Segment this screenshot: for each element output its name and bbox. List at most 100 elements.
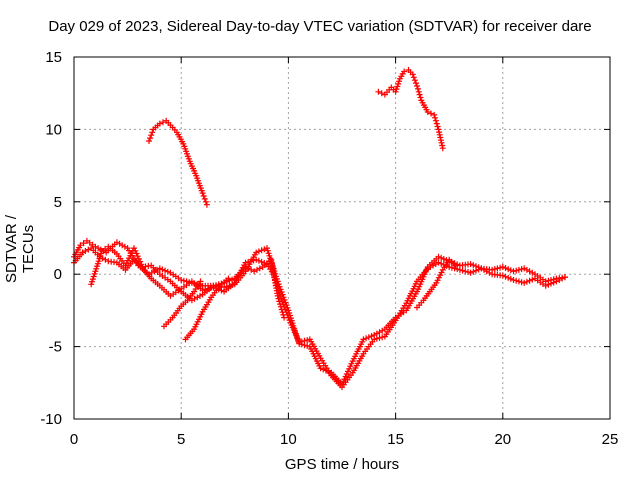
data-point bbox=[138, 261, 145, 268]
data-point bbox=[320, 366, 327, 373]
x-tick-label: 10 bbox=[280, 431, 297, 448]
x-tick-label: 20 bbox=[494, 431, 511, 448]
data-point bbox=[261, 246, 268, 253]
data-point bbox=[202, 198, 209, 205]
data-point bbox=[146, 138, 152, 144]
data-point bbox=[133, 250, 140, 257]
data-point bbox=[494, 265, 501, 272]
data-point bbox=[102, 245, 109, 252]
data-point bbox=[392, 88, 399, 95]
data-point bbox=[378, 90, 385, 97]
data-point bbox=[277, 303, 284, 310]
data-point bbox=[415, 88, 422, 95]
data-point bbox=[470, 268, 477, 275]
data-point bbox=[137, 258, 144, 265]
data-point bbox=[245, 258, 252, 265]
data-point bbox=[411, 77, 418, 84]
y-tick-label: 15 bbox=[45, 49, 62, 66]
series-track-6 bbox=[146, 117, 210, 208]
data-point bbox=[507, 275, 514, 282]
data-point bbox=[467, 261, 474, 268]
data-point bbox=[529, 276, 536, 283]
data-point bbox=[279, 309, 286, 316]
data-point bbox=[475, 266, 482, 273]
series-track-3 bbox=[88, 243, 288, 321]
data-point bbox=[440, 256, 447, 262]
data-point bbox=[513, 277, 520, 284]
data-point bbox=[255, 248, 262, 255]
data-point bbox=[376, 334, 383, 341]
data-point bbox=[253, 249, 260, 256]
data-point bbox=[424, 109, 431, 115]
plot-frame bbox=[73, 56, 611, 420]
data-point bbox=[507, 267, 514, 274]
data-point bbox=[156, 120, 163, 127]
data-point bbox=[473, 267, 479, 274]
data-point bbox=[428, 110, 434, 117]
data-point bbox=[542, 282, 549, 289]
data-point bbox=[148, 132, 155, 139]
data-point bbox=[502, 265, 509, 271]
data-point bbox=[199, 190, 206, 197]
data-point bbox=[159, 266, 166, 273]
series-track-5 bbox=[182, 275, 232, 343]
data-point bbox=[435, 259, 442, 266]
series-track-7 bbox=[375, 67, 446, 152]
data-point bbox=[296, 339, 303, 346]
chart-title: Day 029 of 2023, Sidereal Day-to-day VTE… bbox=[48, 18, 592, 35]
y-tick-label: 10 bbox=[45, 121, 62, 138]
data-point bbox=[360, 336, 367, 343]
data-point bbox=[164, 268, 171, 275]
data-point bbox=[417, 94, 424, 101]
data-point bbox=[258, 247, 265, 254]
data-point bbox=[414, 83, 420, 89]
x-tick-label: 25 bbox=[602, 431, 619, 448]
y-tick-label: -5 bbox=[49, 339, 62, 356]
x-tick-label: 5 bbox=[177, 431, 185, 448]
data-point bbox=[363, 335, 370, 342]
data-point bbox=[147, 135, 154, 142]
data-point bbox=[454, 266, 461, 273]
data-point bbox=[462, 268, 469, 275]
y-tick-label: -10 bbox=[40, 411, 62, 428]
data-point bbox=[131, 245, 137, 252]
data-point bbox=[229, 276, 236, 283]
data-point bbox=[368, 333, 375, 340]
x-tick-label: 15 bbox=[387, 431, 404, 448]
data-point bbox=[515, 266, 522, 273]
data-point bbox=[278, 306, 285, 313]
data-point bbox=[510, 277, 517, 283]
data-point bbox=[497, 264, 504, 271]
data-point bbox=[162, 267, 169, 274]
data-point bbox=[456, 266, 463, 273]
tick-layer: 0 5 10 15 20 25 15 10 5 0 -5 -10 bbox=[40, 49, 618, 448]
data-point bbox=[178, 277, 185, 283]
data-point bbox=[180, 277, 187, 284]
data-point bbox=[255, 257, 262, 264]
data-point bbox=[499, 272, 506, 279]
data-point bbox=[510, 268, 517, 275]
data-point bbox=[274, 292, 281, 299]
data-point bbox=[401, 68, 408, 75]
series-track-4 bbox=[161, 278, 204, 330]
data-point bbox=[225, 275, 232, 282]
data-point bbox=[197, 278, 204, 285]
data-point bbox=[467, 269, 474, 276]
data-point bbox=[203, 201, 210, 208]
data-point bbox=[375, 88, 382, 95]
data-point bbox=[526, 277, 533, 284]
data-point bbox=[459, 267, 466, 274]
data-point bbox=[77, 242, 84, 249]
data-point bbox=[276, 298, 283, 305]
data-point bbox=[499, 264, 506, 270]
data-point bbox=[281, 314, 288, 321]
x-tick-label: 0 bbox=[70, 431, 78, 448]
data-point bbox=[448, 264, 455, 271]
data-point bbox=[431, 111, 438, 118]
data-point bbox=[518, 279, 525, 286]
x-axis-label: GPS time / hours bbox=[284, 456, 400, 473]
data-point bbox=[251, 268, 258, 275]
y-tick-label: 0 bbox=[54, 266, 62, 283]
data-point bbox=[513, 267, 520, 274]
